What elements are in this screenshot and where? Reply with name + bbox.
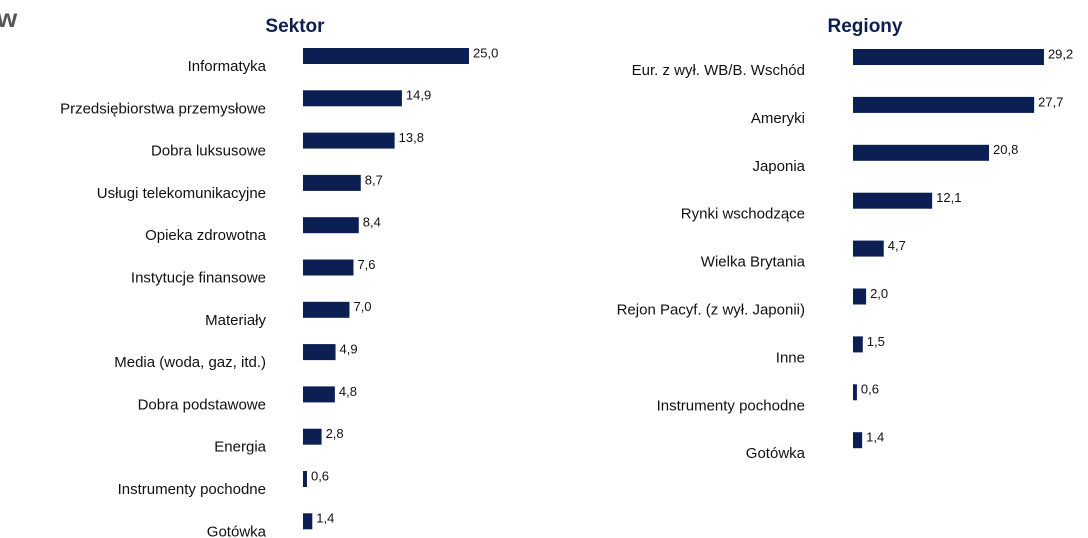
value-label: 0,6 [861, 382, 879, 397]
bar [303, 513, 313, 530]
value-label: 20,8 [993, 142, 1018, 157]
category-label: Instrumenty pochodne [118, 481, 266, 498]
value-label: 2,8 [326, 426, 344, 441]
bar [303, 132, 395, 149]
value-label: 13,8 [399, 130, 424, 145]
bar [303, 344, 336, 361]
bar [853, 432, 863, 449]
bar [303, 386, 335, 403]
bar [853, 96, 1035, 113]
value-label: 7,6 [357, 257, 375, 272]
bar [303, 301, 350, 318]
bar [853, 192, 933, 209]
category-label: Instrumenty pochodne [657, 397, 805, 414]
bar [303, 48, 469, 64]
bar [853, 336, 863, 353]
category-label: Materiały [205, 312, 266, 329]
category-label: Energia [214, 439, 266, 456]
bar [303, 217, 359, 234]
value-label: 14,9 [406, 88, 431, 103]
bar [303, 428, 322, 445]
value-label: 1,5 [867, 334, 885, 349]
value-label: 8,4 [363, 215, 381, 230]
value-label: 25,0 [473, 45, 498, 60]
category-label: Gotówka [746, 445, 806, 462]
corner-text: w [0, 3, 18, 33]
bar [853, 384, 857, 401]
bar [303, 471, 307, 487]
category-label: Dobra podstawowe [138, 396, 266, 413]
bar [303, 90, 402, 107]
value-label: 4,7 [888, 238, 906, 253]
category-label: Przedsiębiorstwa przemysłowe [60, 100, 266, 117]
value-label: 4,8 [339, 384, 357, 399]
value-label: 29,2 [1048, 46, 1073, 61]
chart-title: Regiony [828, 16, 903, 37]
value-label: 27,7 [1038, 94, 1063, 109]
value-label: 1,4 [866, 430, 884, 445]
category-label: Ameryki [751, 110, 805, 127]
bar [853, 49, 1044, 65]
value-label: 4,9 [340, 342, 358, 357]
value-label: 8,7 [365, 172, 383, 187]
value-label: 1,4 [316, 511, 334, 526]
category-label: Rynki wschodzące [681, 206, 805, 223]
category-label: Instytucje finansowe [131, 269, 266, 286]
value-label: 7,0 [353, 299, 371, 314]
value-label: 12,1 [936, 190, 961, 205]
category-label: Inne [776, 349, 805, 366]
category-label: Gotówka [207, 523, 267, 538]
bar [853, 288, 867, 305]
category-label: Rejon Pacyf. (z wył. Japonii) [617, 301, 805, 318]
value-label: 2,0 [870, 286, 888, 301]
bar [303, 174, 361, 191]
chart-title: Sektor [265, 16, 325, 37]
category-label: Informatyka [188, 58, 267, 75]
category-label: Usługi telekomunikacyjne [97, 185, 266, 202]
category-label: Opieka zdrowotna [145, 227, 267, 244]
category-label: Wielka Brytania [701, 254, 806, 271]
bar [303, 259, 354, 276]
value-label: 0,6 [311, 468, 329, 483]
bar [853, 240, 884, 257]
bar [853, 144, 990, 161]
category-label: Japonia [752, 158, 805, 175]
category-label: Media (woda, gaz, itd.) [114, 354, 266, 371]
category-label: Dobra luksusowe [151, 143, 266, 160]
category-label: Eur. z wył. WB/B. Wschód [632, 62, 805, 79]
